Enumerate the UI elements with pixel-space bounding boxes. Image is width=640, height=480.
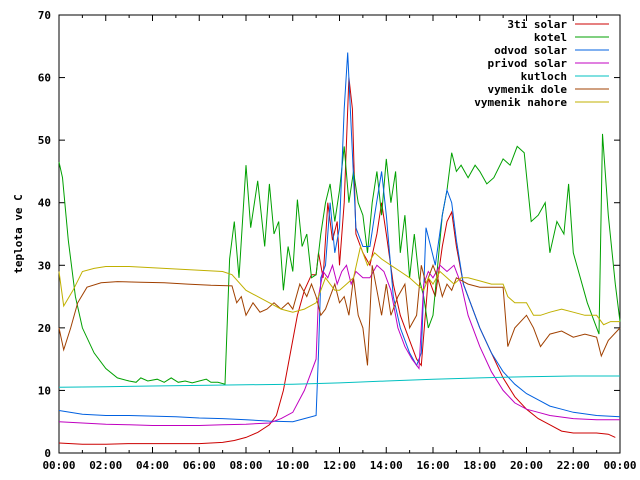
- series-line-privod-solar: [58, 263, 620, 426]
- x-tick-label: 22:00: [557, 459, 590, 472]
- y-axis-title: teplota ve C: [12, 194, 25, 273]
- y-tick-label: 70: [38, 9, 51, 22]
- legend-label: vymenik dole: [488, 83, 568, 96]
- legend-label: kutloch: [521, 70, 567, 83]
- legend-label: privod solar: [488, 57, 568, 70]
- legend-label: 3ti solar: [507, 18, 567, 31]
- axis-ticks: 0 10 20 30 40 50 60 70 00:00 02:00 04:00 06:00 08:00…: [38, 9, 637, 472]
- y-tick-label: 30: [38, 259, 51, 272]
- x-tick-label: 00:00: [42, 459, 75, 472]
- y-tick-label: 0: [44, 447, 51, 460]
- x-tick-label: 02:00: [89, 459, 122, 472]
- y-tick-label: 20: [38, 322, 51, 335]
- x-tick-label: 06:00: [183, 459, 216, 472]
- series-line-vymenik-dole: [58, 263, 621, 366]
- legend-label: vymenik nahore: [474, 96, 567, 109]
- series-line-kutloch: [58, 375, 620, 388]
- series-lines: [58, 52, 621, 445]
- series-line-odvod-solar: [58, 52, 621, 423]
- y-tick-label: 60: [38, 72, 51, 85]
- y-tick-label: 10: [38, 384, 51, 397]
- legend-label: kotel: [534, 31, 567, 44]
- x-tick-label: 04:00: [136, 459, 169, 472]
- x-tick-label: 12:00: [323, 459, 356, 472]
- x-tick-label: 10:00: [276, 459, 309, 472]
- y-tick-label: 40: [38, 197, 51, 210]
- x-tick-label: 00:00: [603, 459, 636, 472]
- series-line-3ti-solar: [58, 77, 616, 445]
- x-tick-label: 20:00: [510, 459, 543, 472]
- x-tick-label: 08:00: [229, 459, 262, 472]
- x-tick-label: 14:00: [370, 459, 403, 472]
- x-tick-label: 18:00: [463, 459, 496, 472]
- legend-label: odvod solar: [494, 44, 567, 57]
- x-tick-label: 16:00: [416, 459, 449, 472]
- series-line-vymenik-nahore: [58, 244, 620, 326]
- y-tick-label: 50: [38, 134, 51, 147]
